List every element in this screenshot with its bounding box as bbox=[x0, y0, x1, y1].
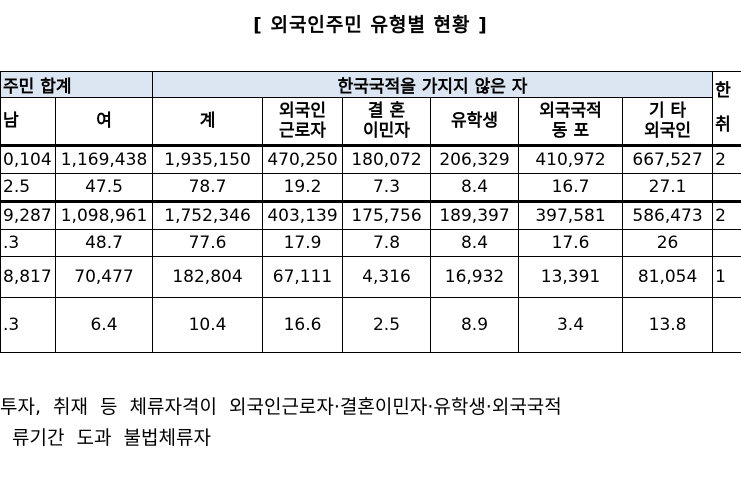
table-cell: 2.5 bbox=[342, 297, 432, 353]
header-cell: 외국인 근로자 bbox=[262, 97, 344, 146]
table-cell: 48.7 bbox=[54, 229, 154, 257]
table-cell: 9,287 bbox=[0, 200, 56, 230]
header-cell: 유학생 bbox=[430, 97, 520, 146]
header-line: 계 bbox=[199, 111, 216, 131]
table-cell: 13,391 bbox=[518, 256, 624, 298]
header-line: 이민자 bbox=[363, 121, 410, 141]
table-row: 0,104 1,169,438 1,935,150 470,250 180,072 206… bbox=[0, 144, 741, 174]
table-cell: 78.7 bbox=[152, 173, 264, 202]
table-cell: 410,972 bbox=[518, 144, 624, 174]
table-cell: 6.4 bbox=[54, 297, 154, 353]
table-cell: 8.4 bbox=[430, 173, 520, 202]
table-cell: 7.3 bbox=[342, 173, 432, 202]
table-cell: 70,477 bbox=[54, 256, 154, 298]
header-line: 여 bbox=[96, 111, 112, 131]
table-row: 2.5 47.5 78.7 19.2 7.3 8.4 16.7 27.1 bbox=[0, 173, 741, 202]
table-cell: 2.5 bbox=[0, 173, 56, 202]
header-cell: 남 bbox=[0, 97, 56, 146]
footnote: 류기간 도과 불법체류자 bbox=[0, 427, 211, 449]
table-cell: 189,397 bbox=[430, 200, 520, 230]
table-cell: 8.9 bbox=[430, 297, 520, 353]
table-cell bbox=[712, 173, 741, 202]
header-line: 유학생 bbox=[451, 111, 498, 131]
table-cell bbox=[712, 297, 741, 353]
header-cell: 한국국적을 가지지 않은 자 bbox=[152, 71, 714, 98]
table-cell: 1,935,150 bbox=[152, 144, 264, 174]
table-cell: 1 bbox=[712, 256, 741, 298]
header-cell: 여 bbox=[54, 97, 154, 146]
table-cell: 2 bbox=[712, 200, 741, 230]
table-cell: 2 bbox=[712, 144, 741, 174]
table-cell: 16,932 bbox=[430, 256, 520, 298]
table-cell: 16.6 bbox=[262, 297, 344, 353]
table-cell: 175,756 bbox=[342, 200, 432, 230]
title: [ 외국인주민 유형별 현황 ] bbox=[253, 14, 488, 36]
table-row: 9,287 1,098,961 1,752,346 403,139 175,756 189… bbox=[0, 200, 741, 230]
footnotes: 투자, 취재 등 체류자격이 외국인근로자·결혼이민자·유학생·외국국적 류기간… bbox=[0, 392, 562, 454]
header-cell: 외국국적 동 포 bbox=[518, 97, 624, 146]
table-cell: 667,527 bbox=[622, 144, 714, 174]
header-line: 근로자 bbox=[279, 121, 326, 141]
table-cell: 3.4 bbox=[518, 297, 624, 353]
header-line: 외국인 bbox=[644, 121, 692, 141]
table-cell bbox=[712, 229, 741, 257]
table-row: .3 48.7 77.6 17.9 7.8 8.4 17.6 26 bbox=[0, 229, 741, 257]
header-cell: 기 타 외국인 bbox=[622, 97, 714, 146]
table-cell: 8.4 bbox=[430, 229, 520, 257]
header-cell: 결 혼 이민자 bbox=[342, 97, 432, 146]
table-cell: 397,581 bbox=[518, 200, 624, 230]
header-cell: 주민 합계 bbox=[0, 71, 154, 98]
table-row: 8,817 70,477 182,804 67,111 4,316 16,932 13,39… bbox=[0, 256, 741, 298]
table-cell: 206,329 bbox=[430, 144, 520, 174]
header-line: 외국인 bbox=[279, 101, 326, 121]
table-cell: 16.7 bbox=[518, 173, 624, 202]
table-cell: 586,473 bbox=[622, 200, 714, 230]
table-cell: 1,752,346 bbox=[152, 200, 264, 230]
table-cell: 10.4 bbox=[152, 297, 264, 353]
table-cell: 17.6 bbox=[518, 229, 624, 257]
table-cell: 7.8 bbox=[342, 229, 432, 257]
table-cell: 19.2 bbox=[262, 173, 344, 202]
table-cell: 1,098,961 bbox=[54, 200, 154, 230]
table-wrap: 주민 합계 한국국적을 가지지 않은 자 한 취 남 여 계 외국인 근로자 결 혼 이민자… bbox=[0, 71, 741, 355]
table-cell: 81,054 bbox=[622, 256, 714, 298]
table-cell: 8,817 bbox=[0, 256, 56, 298]
header-line: 외국국적 bbox=[539, 101, 602, 121]
table-cell: 0,104 bbox=[0, 144, 56, 174]
header-line: 기 타 bbox=[648, 101, 687, 121]
header-line: 한 bbox=[715, 81, 731, 101]
table-cell: .3 bbox=[0, 297, 56, 353]
table: 주민 합계 한국국적을 가지지 않은 자 한 취 남 여 계 외국인 근로자 결 혼 이민자… bbox=[0, 71, 741, 353]
header-cell: 계 bbox=[152, 97, 264, 146]
table-cell: 26 bbox=[622, 229, 714, 257]
table-cell: 4,316 bbox=[342, 256, 432, 298]
table-cell: 67,111 bbox=[262, 256, 344, 298]
table-cell: 47.5 bbox=[54, 173, 154, 202]
table-cell: 13.8 bbox=[622, 297, 714, 353]
table-cell: 27.1 bbox=[622, 173, 714, 202]
table-cell: 403,139 bbox=[262, 200, 344, 230]
header-line: 남 bbox=[3, 111, 19, 131]
table-cell: 77.6 bbox=[152, 229, 264, 257]
table-row: .3 6.4 10.4 16.6 2.5 8.9 3.4 13.8 bbox=[0, 297, 741, 353]
table-cell: 1,169,438 bbox=[54, 144, 154, 174]
table-cell: 182,804 bbox=[152, 256, 264, 298]
header-line: 취 bbox=[715, 115, 731, 135]
table-cell: 470,250 bbox=[262, 144, 344, 174]
footnote: 투자, 취재 등 체류자격이 외국인근로자·결혼이민자·유학생·외국국적 bbox=[0, 396, 562, 418]
table-cell: .3 bbox=[0, 229, 56, 257]
header-line: 결 혼 bbox=[367, 101, 406, 121]
header-cell: 한 취 bbox=[712, 71, 741, 146]
table-cell: 180,072 bbox=[342, 144, 432, 174]
table-cell: 17.9 bbox=[262, 229, 344, 257]
header-line: 동 포 bbox=[551, 121, 590, 141]
